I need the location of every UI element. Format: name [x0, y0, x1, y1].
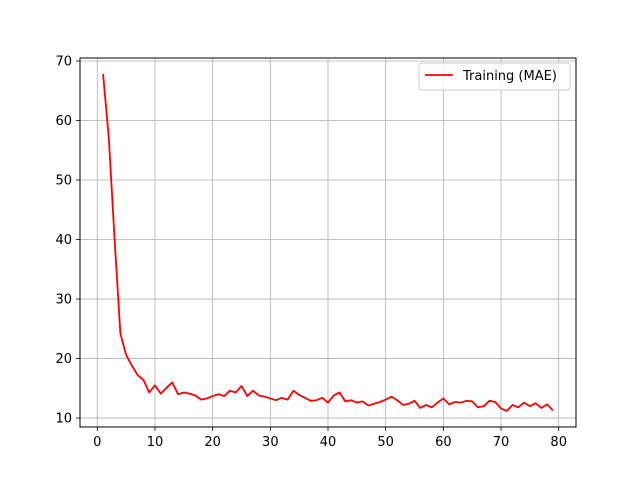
y-tick-label: 50	[55, 174, 72, 189]
x-axis: 0 10 20 30 40 50 60 70 80	[93, 427, 567, 450]
y-tick-label: 10	[55, 412, 72, 427]
series-layer	[102, 73, 554, 412]
x-tick-label: 20	[204, 435, 221, 450]
y-tick-label: 30	[55, 293, 72, 308]
x-tick-label: 0	[93, 435, 101, 450]
x-tick-label: 50	[377, 435, 394, 450]
x-tick-label: 80	[550, 435, 567, 450]
legend-box	[418, 62, 571, 91]
x-tick-label: 30	[262, 435, 279, 450]
y-tick-label: 40	[55, 233, 72, 248]
x-tick-label: 60	[435, 435, 452, 450]
y-tick-label: 70	[55, 54, 72, 69]
x-tick-label: 40	[320, 435, 337, 450]
y-tick-label: 20	[55, 352, 72, 367]
x-tick-label: 70	[493, 435, 510, 450]
series-line	[102, 73, 554, 412]
legend-label: Training (MAE)	[462, 69, 557, 84]
y-tick-label: 60	[55, 114, 72, 129]
grid-lines	[80, 58, 576, 427]
x-tick-label: 10	[147, 435, 164, 450]
y-axis: 10 20 30 40 50 60 70	[55, 54, 80, 427]
legend: Training (MAE)	[418, 62, 571, 91]
